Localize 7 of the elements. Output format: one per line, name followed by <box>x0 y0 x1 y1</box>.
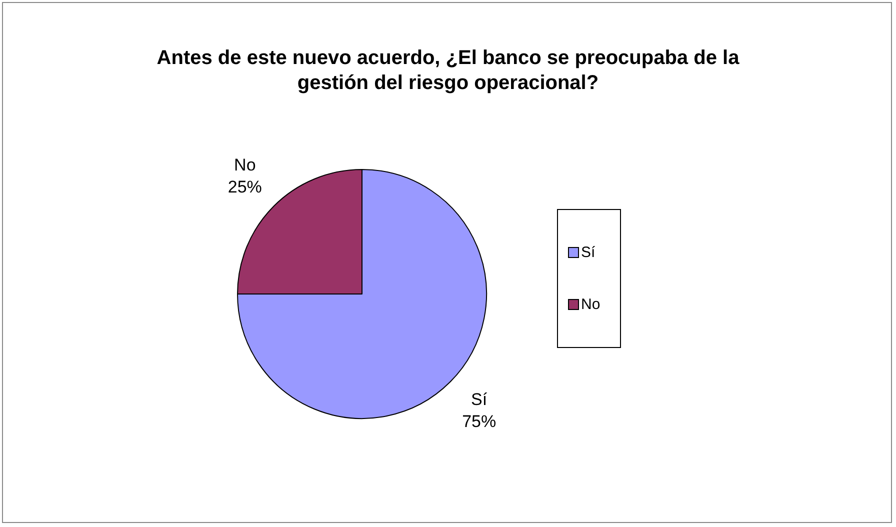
slice-label: No <box>234 156 256 175</box>
legend-label: Sí <box>581 244 596 262</box>
chart-title: Antes de este nuevo acuerdo, ¿El banco se preocupaba de la gestión del riesgo operacional? <box>156 46 740 96</box>
legend-label: No <box>581 296 600 313</box>
slice-label: Sí <box>471 390 488 409</box>
data-label: 25% <box>228 178 262 197</box>
data-label: 75% <box>462 412 496 431</box>
